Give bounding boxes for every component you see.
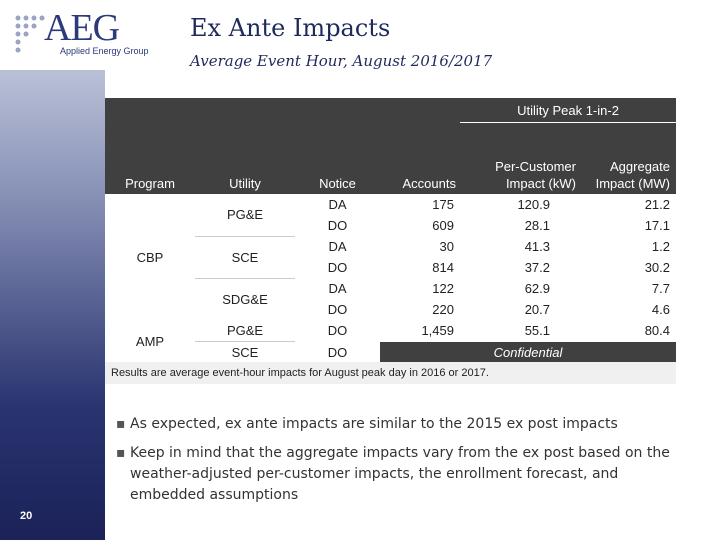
column-header: Utility (229, 176, 261, 191)
program: CBP (136, 249, 164, 265)
utility: PG&E (226, 323, 264, 338)
per-customer-impact: 55.1 (524, 323, 550, 339)
title: Ex Ante Impacts (190, 14, 391, 42)
page-number: 20 (20, 510, 33, 522)
aggregate-impact: 7.7 (651, 281, 670, 296)
accounts: 122 (432, 281, 454, 296)
column-header: Aggregate Impact (MW) (595, 159, 670, 191)
confidential: Confidential (380, 341, 676, 363)
aggregate-impact: 30.2 (644, 260, 670, 275)
program: AMP (135, 334, 165, 349)
notice: DO (327, 218, 348, 233)
table-row: SCE DA 30 41.3 1.2 (105, 235, 676, 278)
impacts-table: Utility Peak 1-in-2 Program Utility Notice… (105, 98, 676, 363)
utility: SDG&E (195, 277, 295, 320)
per-customer-impact: 62.9 (524, 281, 550, 296)
notice: DO (327, 302, 348, 317)
per-customer-impact: 28.1 (524, 218, 550, 233)
aggregate-impact: 21.2 (644, 197, 670, 212)
blank (105, 98, 460, 123)
notice: DA (328, 197, 347, 212)
column-header: Per-Customer Impact (kW) (495, 159, 576, 191)
accounts: 30 (439, 239, 454, 254)
accounts: 814 (432, 260, 454, 275)
table-row: SDG&E DA 122 62.9 7.7 (105, 277, 676, 320)
logo-tagline: Applied Energy Group (60, 46, 149, 56)
footnote: Results are average event-hour impacts f… (105, 362, 676, 384)
sidebar (0, 0, 105, 540)
column-header: Accounts (402, 176, 456, 191)
group-header: Utility Peak 1-in-2 (460, 98, 676, 123)
bullet: Keep in mind that the aggregate impacts … (116, 443, 690, 506)
table-row: AMP PG&E DO 1,459 55.1 80.4 (105, 320, 676, 349)
notice: DO (327, 344, 348, 360)
table-row: DO 814 37.2 30.2 (105, 257, 676, 278)
aggregate-impact: 4.6 (651, 302, 670, 317)
table-row: SCE DO Confidential (105, 341, 676, 363)
aggregate-impact: 17.1 (644, 218, 670, 233)
table-row: DO 609 28.1 17.1 (105, 215, 676, 236)
bullet: As expected, ex ante impacts are similar… (116, 414, 690, 435)
notice: DA (328, 281, 347, 296)
per-customer-impact: 120.9 (517, 197, 550, 212)
utility: SCE (195, 341, 295, 363)
accounts: 1,459 (421, 323, 454, 339)
notice: DA (328, 239, 347, 254)
logo: AEG Applied Energy Group (0, 0, 190, 70)
notice: DO (327, 323, 348, 339)
table-row: DO 220 20.7 4.6 (105, 299, 676, 320)
per-customer-impact: 20.7 (524, 302, 550, 317)
per-customer-impact: 37.2 (524, 260, 550, 275)
subtitle: Average Event Hour, August 2016/2017 (190, 52, 493, 70)
logo-icon (15, 15, 45, 53)
table-row: CBP PG&E DA 175 120.9 21.2 (105, 194, 676, 265)
notice: DO (327, 260, 348, 275)
aggregate-impact: 80.4 (644, 323, 670, 339)
utility: PG&E (226, 207, 264, 223)
column-header: Program (125, 176, 175, 191)
utility: SCE (195, 235, 295, 278)
accounts: 220 (432, 302, 454, 317)
aggregate-impact: 1.2 (651, 239, 670, 254)
accounts: 609 (432, 218, 454, 233)
column-header: Notice (319, 176, 356, 191)
accounts: 175 (432, 197, 454, 212)
per-customer-impact: 41.3 (524, 239, 550, 254)
logo-name: AEG (44, 7, 120, 49)
